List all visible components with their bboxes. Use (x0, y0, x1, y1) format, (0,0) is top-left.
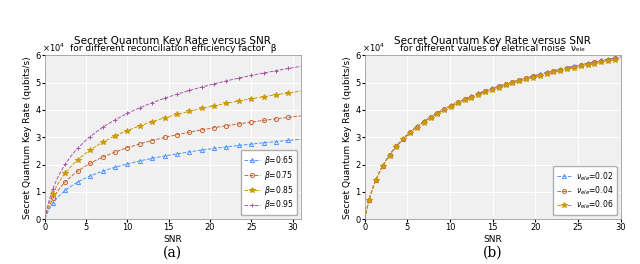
Text: (a): (a) (163, 245, 182, 259)
Text: (b): (b) (483, 245, 502, 259)
Legend: $\beta$=0.65, $\beta$=0.75, $\beta$=0.85, $\beta$=0.95: $\beta$=0.65, $\beta$=0.75, $\beta$=0.85… (241, 150, 297, 215)
Legend: $\nu_{ele}$=0.02, $\nu_{ele}$=0.04, $\nu_{ele}$=0.06: $\nu_{ele}$=0.02, $\nu_{ele}$=0.04, $\nu… (553, 166, 617, 215)
Y-axis label: Secret Quantum Key Rate (qubits/s): Secret Quantum Key Rate (qubits/s) (24, 56, 33, 219)
X-axis label: SNR: SNR (163, 235, 182, 244)
Title: Secret Quantum Key Rate versus SNR: Secret Quantum Key Rate versus SNR (394, 36, 591, 46)
Y-axis label: Secret Quantum Key Rate (qubits/s): Secret Quantum Key Rate (qubits/s) (344, 56, 353, 219)
Text: $\times10^4$: $\times10^4$ (42, 41, 65, 54)
Text: for different values of eletrical noise  νₑₗₑ: for different values of eletrical noise … (400, 44, 586, 53)
Text: for different reconciliation efficiency factor  β: for different reconciliation efficiency … (70, 44, 276, 53)
Title: Secret Quantum Key Rate versus SNR: Secret Quantum Key Rate versus SNR (74, 36, 271, 46)
Text: $\times10^4$: $\times10^4$ (362, 41, 385, 54)
X-axis label: SNR: SNR (483, 235, 502, 244)
